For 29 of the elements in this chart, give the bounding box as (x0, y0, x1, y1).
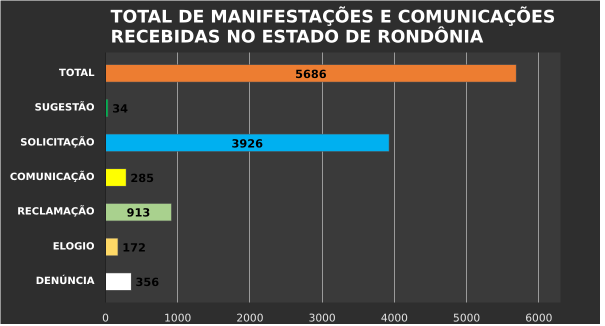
data-label: 913 (126, 206, 150, 220)
bar (106, 272, 132, 291)
x-tick-label: 4000 (380, 312, 408, 324)
bar (106, 168, 126, 186)
y-tick-label: ELOGIO (52, 241, 95, 252)
y-tick-label: COMUNICAÇÃO (10, 170, 95, 183)
bar (106, 64, 516, 82)
x-tick-label: 2000 (236, 312, 264, 324)
data-label: 172 (122, 240, 146, 254)
x-tick-label: 6000 (525, 312, 553, 324)
x-tick-label: 1000 (164, 312, 192, 324)
x-tick-label: 5000 (453, 312, 480, 324)
bar (106, 238, 118, 256)
data-label: 34 (112, 102, 128, 116)
bar (106, 134, 390, 152)
x-tick-label: 3000 (308, 312, 336, 324)
y-tick-label: SOLICITAÇÃO (20, 135, 94, 148)
y-tick-label: DENÚNCIA (36, 274, 95, 288)
y-tick-label: SUGESTÃO (34, 100, 95, 114)
x-tick-label: 0 (102, 312, 110, 324)
bar (106, 203, 172, 222)
y-tick-label: RECLAMAÇÃO (17, 204, 95, 218)
bar (106, 99, 108, 117)
data-label: 356 (136, 275, 160, 290)
y-tick-label: TOTAL (59, 68, 96, 79)
data-label: 5686 (295, 66, 327, 81)
data-label: 285 (130, 171, 154, 185)
chart-title: TOTAL DE MANIFESTAÇÕES E COMUNICAÇÕES RECEBIDAS NO ESTADO DE RONDÔNIA (110, 6, 556, 48)
data-label: 3926 (232, 136, 264, 150)
